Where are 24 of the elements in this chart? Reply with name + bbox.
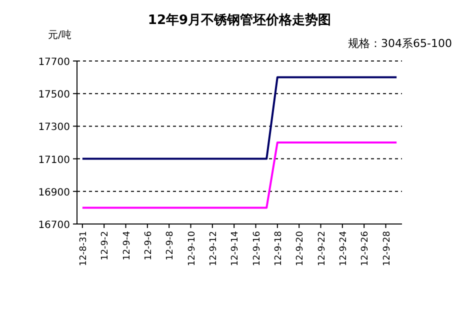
x-tick-label: 12-9-10: [187, 230, 198, 266]
y-tick-label: 17100: [38, 154, 70, 166]
x-tick-label: 12-9-6: [144, 230, 154, 260]
y-tick-label: 16900: [38, 187, 70, 198]
x-tick-label: 12-9-4: [122, 230, 132, 260]
x-tick-label: 12-9-14: [230, 230, 241, 266]
x-tick-label: 12-9-16: [252, 230, 262, 266]
y-tick-label: 17500: [38, 90, 70, 101]
x-tick-label: 12-8-31: [78, 231, 89, 266]
x-tick-label: 12-9-18: [274, 230, 284, 266]
y-tick-label: 16700: [38, 220, 70, 231]
x-tick-label: 12-9-12: [208, 231, 219, 266]
y-tick-label: 17300: [38, 122, 70, 134]
title: 12年9月不锈钢管坯价格走势图: [148, 13, 332, 28]
x-tick-label: 12-9-20: [296, 230, 306, 266]
x-tick-label: 12-9-2: [100, 231, 111, 260]
x-tick-label: 12-9-26: [360, 230, 371, 266]
x-tick-label: 12-9-22: [317, 231, 328, 266]
x-tick-label: 12-9-24: [338, 230, 349, 266]
x-tick-label: 12-9-8: [166, 230, 176, 260]
subtitle: 规格：304系65-100: [348, 37, 452, 50]
y-tick-label: 17700: [38, 57, 70, 68]
x-tick-label: 12-9-28: [382, 230, 392, 266]
ylabel: 元/吨: [48, 30, 72, 41]
